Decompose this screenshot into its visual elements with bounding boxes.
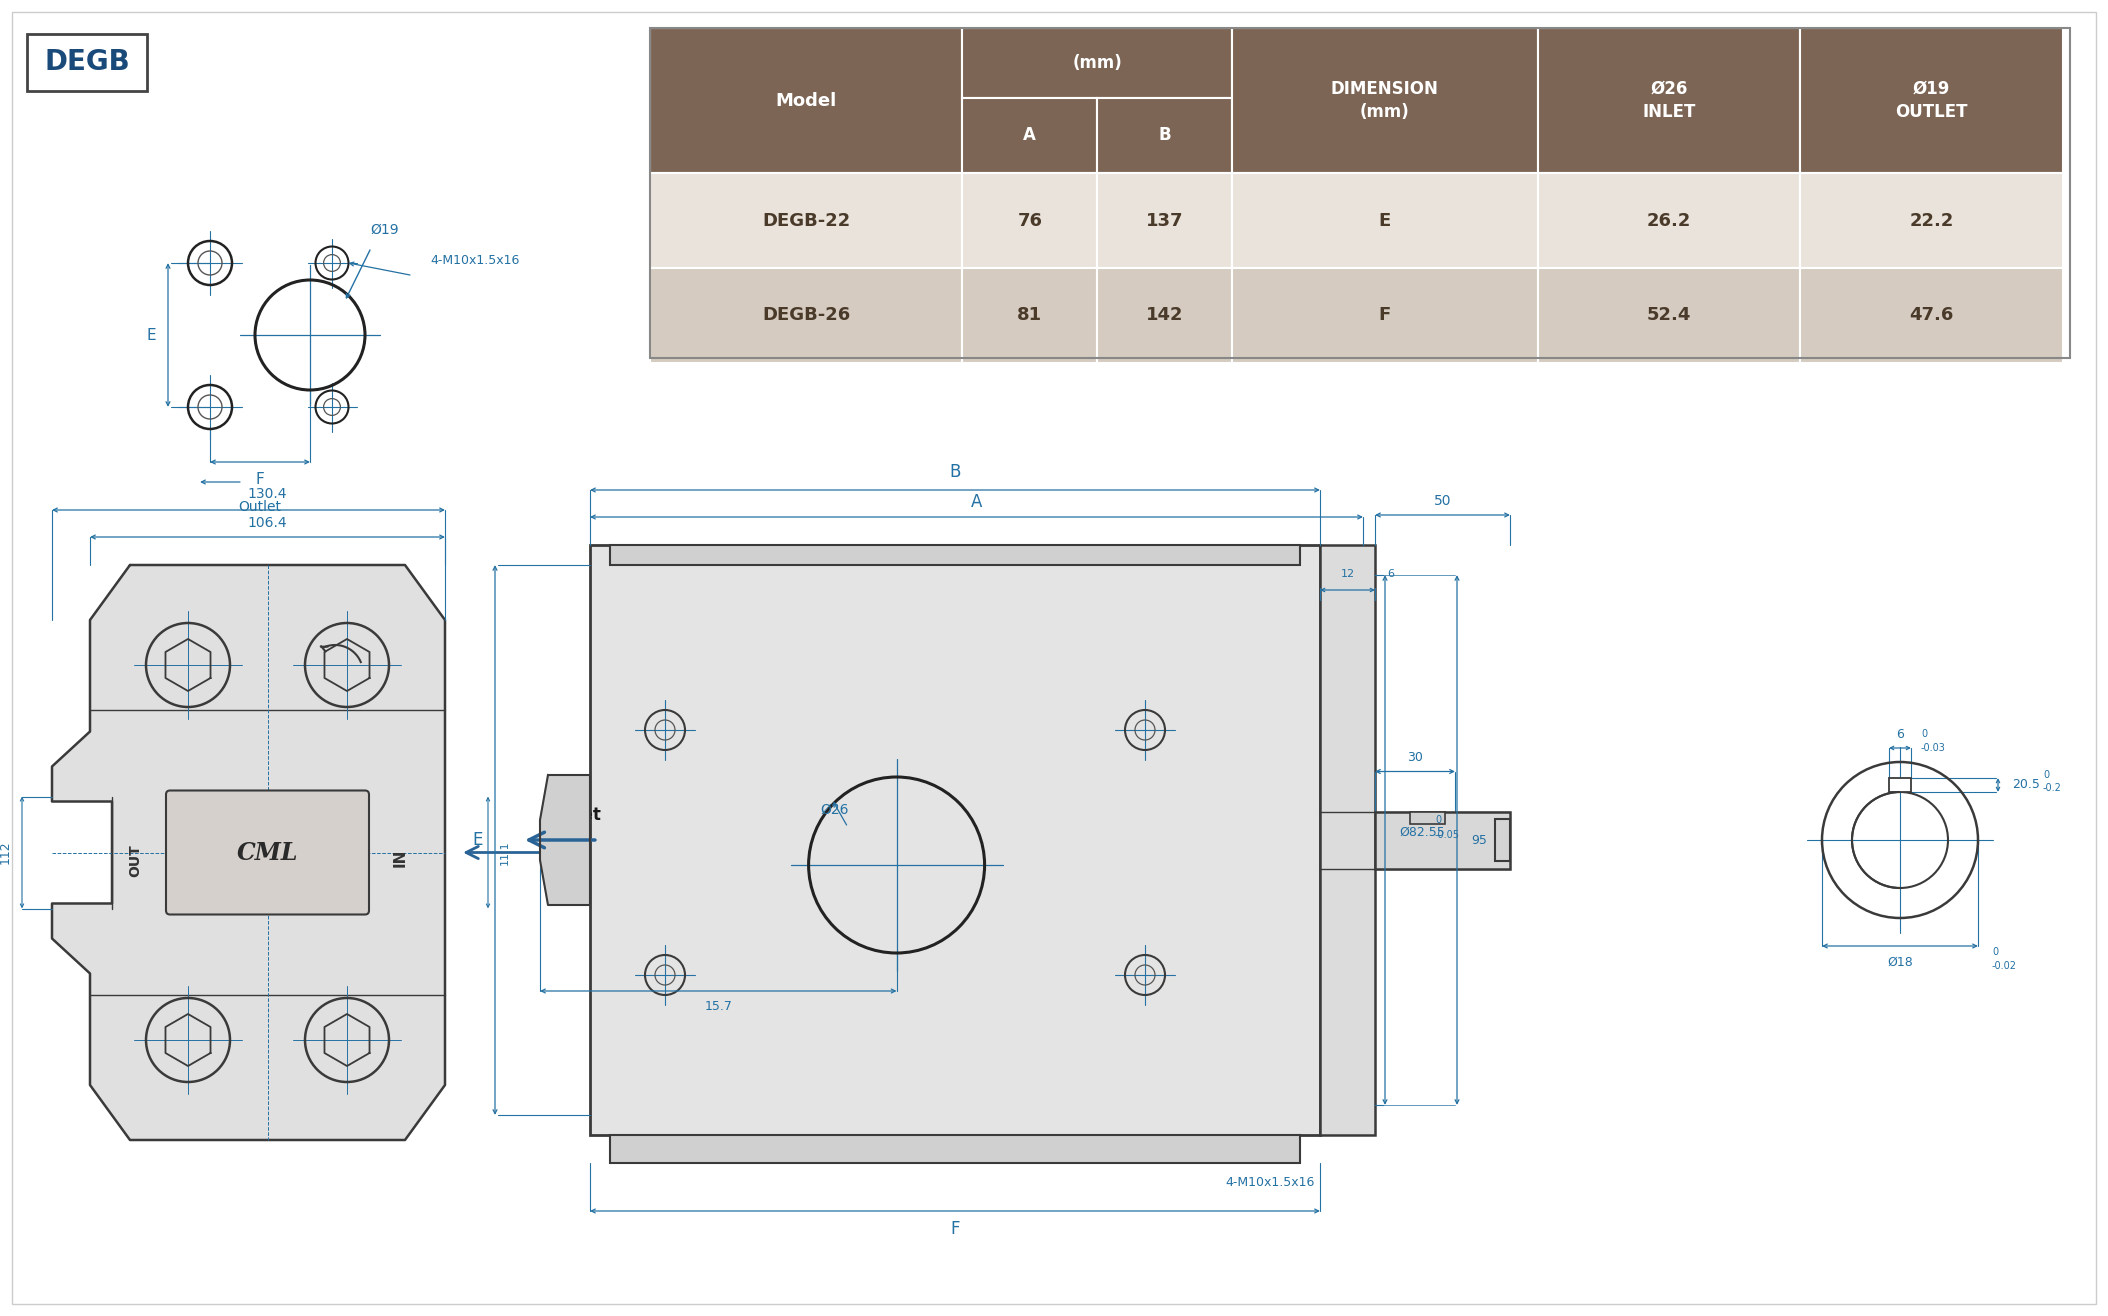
Text: F: F: [255, 472, 264, 487]
Bar: [590, 545, 1320, 1134]
Bar: [1495, 819, 1509, 861]
Text: F: F: [1379, 307, 1391, 325]
Text: OUT: OUT: [129, 844, 141, 876]
Bar: [1320, 545, 1374, 1134]
Text: 0: 0: [1436, 815, 1442, 825]
Text: 6: 6: [1387, 569, 1395, 579]
Text: 0: 0: [1992, 948, 1998, 957]
Bar: [1233, 172, 1537, 268]
Text: Ø19: Ø19: [371, 222, 398, 237]
Text: 11.1: 11.1: [500, 840, 510, 865]
Bar: [1374, 812, 1509, 869]
Text: (mm): (mm): [1073, 54, 1121, 72]
Text: 6: 6: [1895, 728, 1904, 741]
Bar: [963, 172, 1098, 268]
Bar: [1098, 97, 1233, 172]
Text: Ø19
OUTLET: Ø19 OUTLET: [1895, 80, 1967, 121]
Text: -0.02: -0.02: [1992, 961, 2017, 971]
Text: 106.4: 106.4: [247, 516, 287, 530]
Bar: [1800, 268, 2064, 363]
Text: 12: 12: [1341, 569, 1355, 579]
FancyBboxPatch shape: [27, 34, 148, 91]
Text: 0: 0: [1920, 729, 1927, 740]
FancyBboxPatch shape: [167, 791, 369, 915]
Text: B: B: [1159, 126, 1172, 145]
Text: Ø18: Ø18: [1887, 955, 1912, 969]
Text: F: F: [951, 1220, 959, 1238]
Text: Inlet: Inlet: [559, 805, 601, 824]
Text: Model: Model: [776, 92, 837, 109]
Bar: [1233, 28, 1537, 172]
Polygon shape: [53, 565, 445, 1140]
Text: DIMENSION
(mm): DIMENSION (mm): [1330, 80, 1440, 121]
Text: 76: 76: [1018, 212, 1041, 229]
Bar: [1233, 268, 1537, 363]
Text: 95: 95: [1471, 833, 1486, 846]
Text: E: E: [1379, 212, 1391, 229]
Bar: [1098, 268, 1233, 363]
Text: E: E: [472, 830, 483, 849]
Polygon shape: [540, 775, 590, 905]
Text: IN: IN: [392, 849, 407, 867]
Bar: [1800, 28, 2064, 172]
Text: -0.2: -0.2: [2043, 783, 2062, 794]
Text: 4-M10x1.5x16: 4-M10x1.5x16: [430, 254, 519, 267]
Text: 0: 0: [2043, 770, 2049, 780]
Text: A: A: [972, 494, 982, 511]
Text: 137: 137: [1147, 212, 1183, 229]
Bar: [1410, 812, 1444, 824]
Bar: [649, 28, 2070, 358]
Bar: [1889, 778, 1912, 792]
Text: 30: 30: [1406, 751, 1423, 765]
Text: DEGB-22: DEGB-22: [763, 212, 850, 229]
Bar: [1537, 28, 1800, 172]
Bar: [649, 172, 963, 268]
Text: 47.6: 47.6: [1910, 307, 1954, 325]
Text: -0.03: -0.03: [1920, 744, 1946, 753]
Text: Ø26
INLET: Ø26 INLET: [1642, 80, 1695, 121]
Text: 52.4: 52.4: [1646, 307, 1691, 325]
Text: 50: 50: [1433, 494, 1450, 508]
Text: B: B: [949, 463, 961, 482]
Text: 130.4: 130.4: [249, 487, 287, 501]
Bar: [1098, 172, 1233, 268]
Bar: [649, 28, 963, 172]
Bar: [609, 545, 1301, 565]
Bar: [1537, 172, 1800, 268]
Text: -0.05: -0.05: [1436, 830, 1461, 840]
Bar: [963, 97, 1098, 172]
Text: 26.2: 26.2: [1646, 212, 1691, 229]
Text: CML: CML: [236, 841, 297, 865]
Text: DEGB: DEGB: [44, 47, 131, 76]
Text: 4-M10x1.5x16: 4-M10x1.5x16: [1225, 1177, 1315, 1190]
Bar: [963, 268, 1098, 363]
Text: Outlet: Outlet: [238, 500, 282, 515]
Bar: [609, 1134, 1301, 1163]
Bar: [1800, 172, 2064, 268]
Text: DEGB-26: DEGB-26: [763, 307, 850, 325]
Text: A: A: [1022, 126, 1037, 145]
Bar: [1537, 268, 1800, 363]
Text: E: E: [145, 328, 156, 342]
Text: 112: 112: [0, 841, 13, 865]
Text: 142: 142: [1147, 307, 1183, 325]
Text: 22.2: 22.2: [1910, 212, 1954, 229]
Bar: [649, 268, 963, 363]
Text: 20.5: 20.5: [2011, 779, 2041, 791]
Text: Ø82.55: Ø82.55: [1400, 825, 1444, 838]
Text: Ø26: Ø26: [820, 803, 850, 817]
Text: 81: 81: [1018, 307, 1043, 325]
Text: 15.7: 15.7: [704, 1000, 731, 1013]
Bar: [963, 28, 1233, 97]
